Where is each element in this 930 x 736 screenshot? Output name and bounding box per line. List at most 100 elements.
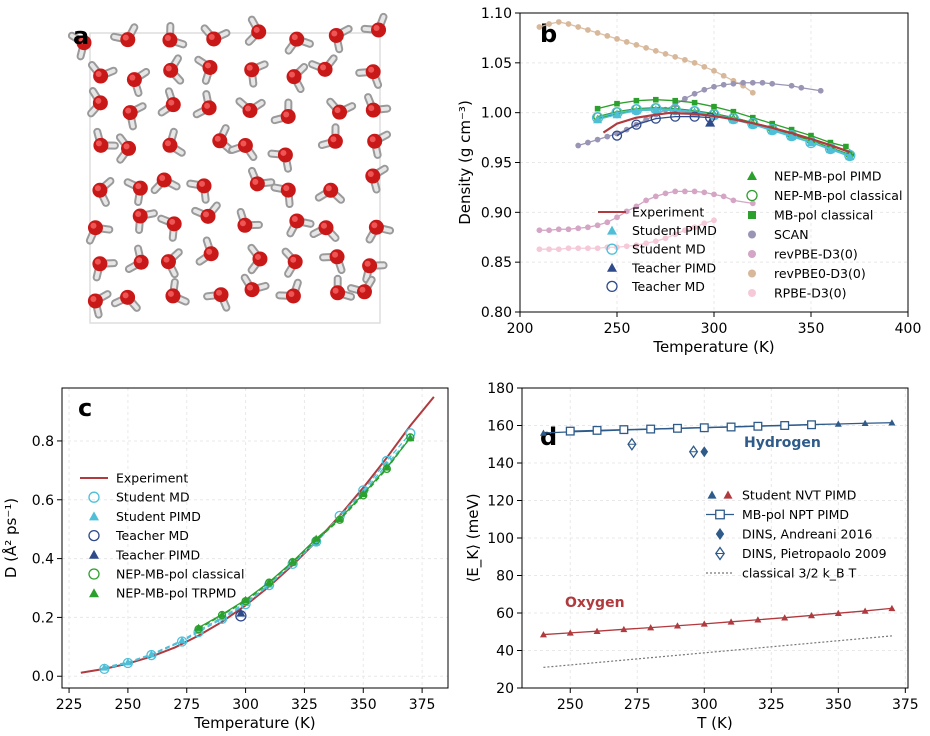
oxygen-highlight — [240, 140, 247, 147]
water-molecule — [275, 278, 302, 304]
oxygen-highlight — [167, 290, 174, 297]
data-point — [711, 67, 717, 74]
data-point — [861, 607, 869, 614]
y-tick-label: 160 — [487, 419, 514, 435]
series-line — [539, 21, 754, 94]
data-point — [824, 142, 837, 155]
legend-label: Student NVT PIMD — [742, 488, 856, 503]
oxygen-highlight — [95, 97, 102, 104]
data-point — [834, 609, 842, 616]
data-point — [781, 614, 789, 621]
data-point — [749, 79, 756, 86]
data-point — [539, 429, 547, 436]
series-line — [198, 437, 411, 630]
y-tick-label: 0.2 — [32, 610, 54, 626]
water-molecule — [367, 130, 392, 159]
legend-swatch — [748, 250, 756, 258]
data-point — [705, 117, 716, 127]
data-point — [604, 33, 611, 39]
data-point — [585, 224, 591, 231]
x-tick-label: 350 — [350, 697, 377, 713]
water-molecule — [110, 289, 141, 312]
oxygen-highlight — [163, 256, 170, 263]
data-point — [711, 83, 717, 90]
legend-swatch — [723, 490, 733, 499]
data-point — [652, 193, 659, 200]
data-point — [787, 132, 797, 141]
data-point — [612, 110, 622, 119]
data-point — [536, 24, 543, 30]
data-point — [652, 238, 659, 245]
oxygen-highlight — [125, 107, 132, 114]
data-point — [604, 133, 611, 140]
oxygen-highlight — [246, 64, 253, 71]
water-molecule — [123, 178, 148, 206]
x-axis-label: Temperature (K) — [193, 714, 315, 732]
panel-b: 200 250 300 350 400 0.80 0.85 0.90 0.95 1.00 1.05 1… — [456, 6, 921, 356]
legend-swatch — [89, 549, 99, 559]
x-tick-label: 350 — [825, 697, 852, 713]
water-molecule — [319, 249, 346, 275]
water-molecule — [228, 138, 258, 162]
data-point — [701, 86, 708, 93]
data-point — [701, 189, 708, 196]
y-tick-label: 60 — [496, 606, 514, 622]
water-molecule — [126, 67, 151, 97]
oxygen-highlight — [367, 171, 374, 178]
water-molecule — [85, 220, 114, 245]
y-tick-label: 140 — [487, 456, 514, 472]
water-molecule — [160, 248, 183, 279]
water-molecule — [240, 273, 270, 298]
oxygen-highlight — [369, 136, 376, 143]
data-point — [653, 96, 659, 103]
y-tick-label: 80 — [496, 569, 514, 585]
data-point — [555, 226, 562, 233]
data-point — [178, 636, 187, 644]
oxygen-highlight — [371, 222, 378, 229]
data-point — [682, 56, 688, 63]
water-molecule — [157, 214, 182, 242]
legend-swatch — [748, 289, 756, 297]
data-point — [620, 625, 628, 633]
legend-swatch — [746, 189, 758, 202]
x-tick-label: 225 — [56, 697, 83, 713]
legend-label: Student MD — [632, 242, 706, 257]
series-line — [198, 437, 411, 629]
panel-letter-c: c — [78, 394, 92, 422]
water-molecule — [87, 61, 118, 84]
data-point — [844, 149, 856, 162]
water-molecule — [364, 93, 392, 118]
oxygen-highlight — [95, 71, 102, 78]
water-molecule — [365, 164, 389, 194]
water-molecule — [267, 147, 293, 173]
data-point — [335, 514, 344, 523]
data-point — [769, 80, 776, 87]
water-molecule — [360, 12, 388, 38]
y-tick-label: 0.95 — [481, 156, 512, 172]
data-point — [720, 72, 727, 79]
water-molecule — [122, 102, 147, 131]
oxygen-highlight — [283, 185, 290, 192]
y-tick-label: 0.0 — [32, 669, 54, 685]
x-tick-label: 325 — [291, 697, 318, 713]
hydrogen-annotation: Hydrogen — [744, 435, 821, 451]
oxygen-highlight — [332, 251, 339, 258]
legend-swatch — [88, 491, 100, 503]
legend-label: NEP-MB-pol TRPMD — [116, 586, 236, 601]
y-axis-label: ⟨E_K⟩ (meV) — [464, 493, 483, 582]
data-point — [236, 608, 246, 617]
series-line — [616, 116, 711, 137]
water-molecules — [67, 12, 395, 319]
water-molecule — [308, 54, 338, 77]
legend-label: revPBE-D3(0) — [774, 247, 858, 262]
series-line — [80, 396, 435, 674]
oxygen-highlight — [332, 287, 339, 294]
x-tick-label: 250 — [115, 697, 142, 713]
data-point — [672, 231, 679, 238]
data-point — [750, 114, 756, 121]
y-tick-label: 1.05 — [481, 56, 512, 72]
data-point — [662, 235, 669, 242]
legend-label: Student PIMD — [632, 223, 717, 238]
data-point — [241, 595, 250, 603]
water-molecule — [365, 219, 395, 244]
